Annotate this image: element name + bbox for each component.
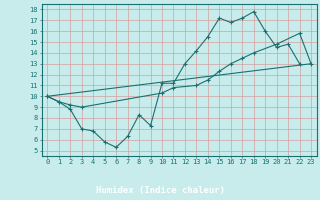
Text: Humidex (Indice chaleur): Humidex (Indice chaleur) [95, 186, 225, 196]
